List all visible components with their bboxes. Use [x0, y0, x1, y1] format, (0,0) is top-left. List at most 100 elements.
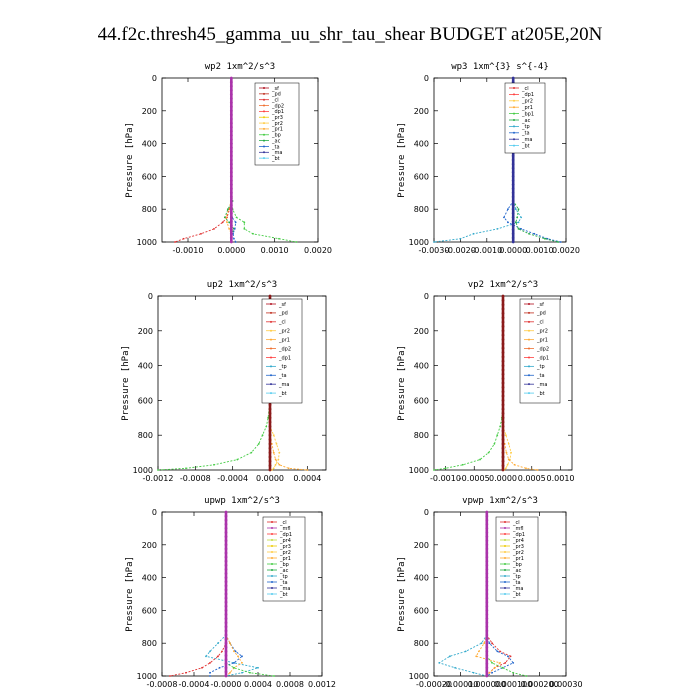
y-axis-label: Pressure [hPa] — [397, 345, 407, 421]
series-point — [517, 221, 520, 224]
legend-label: _tp — [536, 364, 545, 370]
x-tick-label: -0.0030 — [419, 246, 450, 255]
zero-profile-point — [224, 592, 228, 596]
zero-profile-point — [485, 510, 489, 514]
legend-marker — [513, 131, 515, 134]
series-point — [217, 642, 219, 645]
zero-profile-point — [229, 97, 233, 100]
zero-profile-point — [501, 346, 505, 350]
legend-label: _dp1 — [278, 355, 291, 361]
zero-profile-point — [511, 183, 515, 187]
zero-profile-point — [268, 446, 272, 450]
zero-profile-point — [501, 381, 505, 385]
legend-marker — [504, 581, 506, 583]
series-point — [287, 467, 290, 470]
zero-profile-point — [229, 129, 233, 133]
zero-profile-point — [485, 522, 489, 526]
zero-profile-point — [224, 527, 228, 530]
legend-marker — [504, 521, 506, 523]
x-tick-label: 0.000100 — [494, 680, 532, 689]
legend-marker — [270, 356, 272, 359]
legend-marker — [528, 392, 530, 395]
x-tick-label: -0.0012 — [143, 474, 174, 483]
series-point — [275, 443, 278, 445]
legend-label: _pd — [271, 92, 281, 98]
zero-profile-point — [224, 588, 228, 592]
zero-profile-point — [501, 320, 505, 324]
zero-profile-point — [485, 596, 489, 600]
legend-label: _pd — [278, 311, 288, 317]
panel-title: up2 1xm^2/s^3 — [207, 280, 277, 290]
panel-4: vp2 1xm^2/s^3 0 200 400 600 800 1000-0.0010-0.… — [397, 280, 575, 483]
legend-label: _ma — [536, 382, 547, 388]
x-tick-label: 0.0020 — [304, 246, 332, 255]
zero-profile-point — [485, 535, 489, 538]
zero-profile-point — [229, 179, 233, 182]
legend-label: _mfl — [512, 526, 524, 532]
legend-marker — [271, 551, 273, 553]
legend-marker — [270, 311, 272, 314]
zero-profile-point — [485, 641, 489, 645]
zero-profile-point — [224, 572, 228, 575]
panel-3: up2 1xm^2/s^3 0 200 400 600 800 1000-0.0012 -0.… — [121, 280, 327, 483]
x-tick-label: -0.0004 — [217, 474, 248, 483]
legend: _cl_mfl_dp1_pr4_pr3_pr2_pr1_bp_ac_tp_ta_… — [262, 516, 306, 602]
legend-marker — [271, 569, 273, 571]
zero-profile-point — [224, 539, 228, 543]
zero-profile-point — [224, 604, 228, 608]
zero-profile-point — [511, 179, 515, 182]
zero-profile-point — [485, 674, 489, 678]
legend-marker — [270, 374, 272, 377]
legend-label: _pr3 — [271, 115, 283, 121]
legend-marker — [263, 145, 265, 148]
zero-profile-point — [485, 543, 489, 547]
zero-profile-point — [229, 187, 233, 191]
zero-profile-point — [485, 514, 489, 518]
zero-profile-point — [229, 88, 233, 92]
legend-label: _pr1 — [512, 556, 524, 562]
series-point — [503, 216, 505, 219]
zero-profile-point — [485, 518, 489, 522]
legend-label: _ac — [512, 568, 522, 574]
zero-profile-point — [224, 637, 228, 641]
series-point — [185, 467, 187, 470]
x-tick-label: -0.0010 — [430, 474, 461, 483]
zero-profile-point — [229, 216, 233, 219]
y-tick-label: 0 — [424, 508, 429, 517]
zero-profile-point — [501, 351, 505, 354]
legend-box — [262, 516, 306, 602]
zero-profile-point — [229, 199, 233, 203]
legend-label: _cl — [521, 86, 529, 92]
zero-profile-point — [501, 425, 505, 428]
legend-marker — [271, 539, 273, 541]
y-tick-label: 400 — [414, 574, 429, 583]
zero-profile-point — [501, 459, 505, 463]
zero-profile-point — [229, 211, 233, 215]
legend-marker — [513, 99, 515, 102]
zero-profile-point — [268, 455, 272, 459]
x-tick-label: 0.0005 — [518, 474, 546, 483]
legend-label: _pr2 — [278, 329, 290, 335]
series-point — [274, 458, 277, 461]
series-point — [218, 666, 221, 669]
zero-profile-point — [268, 429, 272, 433]
series-point — [479, 458, 481, 461]
legend-label: _ma — [521, 137, 532, 143]
series-point — [501, 666, 504, 669]
y-tick-label: 0 — [424, 292, 429, 301]
panel-title: vp2 1xm^2/s^3 — [468, 280, 538, 290]
zero-profile-point — [485, 637, 489, 641]
zero-profile-point — [229, 146, 233, 150]
series-point — [528, 232, 530, 235]
legend-marker — [263, 127, 265, 130]
series-point — [278, 463, 281, 466]
legend-label: _dp1 — [521, 92, 534, 98]
series-point — [464, 650, 467, 653]
zero-profile-point — [501, 394, 505, 398]
zero-profile-point — [224, 510, 228, 514]
x-tick-label: 0.0010 — [261, 246, 289, 255]
legend-label: _bt — [278, 391, 287, 397]
legend-label: _pd — [536, 311, 546, 317]
series-point — [226, 208, 229, 211]
zero-profile-point — [511, 228, 515, 232]
